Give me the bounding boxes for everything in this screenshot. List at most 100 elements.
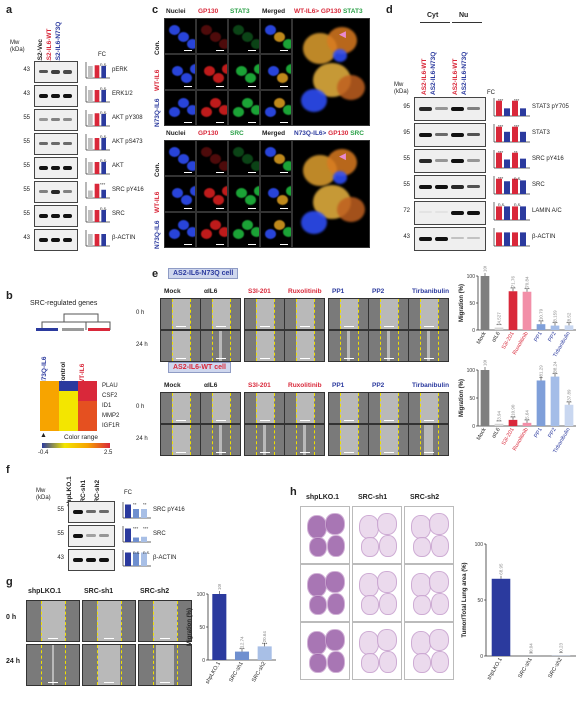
scale-bar: [280, 86, 288, 88]
fc-mini-chart: n.s.: [82, 84, 110, 106]
fc-stat: ***: [133, 526, 139, 531]
wound-edge-line: [380, 425, 381, 455]
heatmap-cell: [40, 381, 59, 391]
heatmap-cell: [40, 391, 59, 401]
fc-bar: [95, 234, 100, 246]
scratch-gap: [303, 425, 305, 455]
cell-blob: [213, 195, 224, 205]
y-axis-label: Migration (%): [459, 284, 465, 322]
scale-bar: [216, 358, 226, 360]
scale-bar: [248, 244, 256, 246]
heatmap-cell: [40, 421, 59, 431]
fc-stat: ***: [143, 526, 149, 531]
scale-bar: [160, 682, 170, 684]
cell-blob: [187, 161, 196, 171]
fc-mini-chart: ******: [490, 96, 530, 120]
blot-row-label: SRC pY416: [153, 507, 197, 514]
time-label: 24 h: [136, 436, 148, 443]
fc-mini-chart: n.s.n.s.: [119, 548, 151, 570]
stat-label: ***: [262, 641, 268, 646]
scale-bar: [216, 326, 226, 328]
fc-stat: n.s.: [133, 550, 140, 555]
lung-lobe: [377, 629, 397, 651]
fc-mini-chart: [82, 228, 110, 250]
scale-bar: [176, 326, 186, 328]
bar: [481, 370, 490, 426]
panel-c-header: Nuclei: [166, 130, 186, 137]
blot-band: [419, 107, 432, 111]
fc-stat: **: [514, 150, 518, 155]
value-label: 100: [483, 360, 488, 366]
wound-edge-line: [340, 331, 341, 361]
scale-bar: [248, 208, 256, 210]
blot-strip: [414, 123, 486, 147]
category-label: SRC-sh1: [517, 657, 533, 679]
scratch-gap: [256, 393, 274, 423]
blot-strip: [68, 501, 115, 523]
scratch-gap: [340, 425, 358, 455]
blot-band: [99, 534, 109, 537]
fc-bar: [88, 90, 93, 102]
treatment-label: S3I-201: [248, 288, 271, 295]
fc-bar: [512, 232, 518, 246]
fc-stat: **: [133, 502, 137, 507]
fc-mini-chart: [490, 226, 530, 250]
bar: [565, 325, 574, 330]
cell-blob: [233, 229, 244, 239]
heatmap-cell: [59, 401, 78, 411]
scratch-image: [368, 392, 409, 424]
lung-lobe: [379, 593, 397, 615]
panel-label-g: g: [6, 576, 13, 588]
lung-lobe: [429, 629, 449, 651]
scale-bar: [176, 420, 186, 422]
scale-bar: [424, 452, 434, 454]
fc-bar: [520, 232, 526, 246]
fc-bar: [520, 206, 526, 220]
panel-b-heatmap: [40, 381, 100, 431]
fc-stat: ***: [514, 98, 520, 103]
wound-edge-line: [438, 425, 439, 455]
panel-d-col-1: AS2-IL6-WT: [421, 59, 428, 95]
bar: [551, 326, 560, 330]
zoom-label-part: WT-IL6>: [294, 8, 319, 15]
zoom-label-part: GP130: [319, 8, 341, 15]
scratch-gap: [380, 299, 398, 329]
blot-row-label: STAT3 pY705: [532, 104, 576, 111]
y-tick-label: 0: [202, 658, 205, 664]
panel-b-triangle: ▲: [40, 432, 47, 439]
heatmap-gene-label: CSF2: [102, 393, 117, 400]
fc-bar: [101, 66, 106, 78]
panel-c-header: SRC: [230, 130, 244, 137]
wound-edge-line: [314, 425, 315, 455]
wound-edge-line: [190, 425, 191, 455]
lung-section-image: [300, 506, 350, 564]
fc-bar: [133, 538, 139, 543]
panel-d-group-cyt: Cyt: [427, 12, 438, 19]
scratch-image: [408, 392, 449, 424]
scratch-image: [284, 330, 325, 362]
y-axis-label: Migration (%): [459, 379, 465, 417]
blot-band: [467, 185, 480, 188]
scratch-gap: [296, 299, 314, 329]
wound-edge-line: [274, 393, 275, 423]
panel-d-cyt-line: [420, 22, 450, 23]
mw-marker: 55: [48, 507, 64, 513]
panel-c-header: Merged: [262, 8, 285, 15]
fc-mini-chart: ***: [82, 180, 110, 202]
blot-band: [99, 558, 109, 562]
fc-bar: [520, 108, 526, 116]
panel-c-header: STAT3: [230, 8, 250, 15]
cell-blob: [251, 39, 260, 49]
panel-label-f: f: [6, 464, 10, 476]
wound-edge-line: [172, 299, 173, 329]
blot-row-label: SRC: [153, 531, 197, 538]
blot-band: [73, 510, 83, 514]
stat-label: ***: [524, 287, 530, 292]
panel-h-col-header: SRC-sh2: [410, 494, 439, 501]
scale-bar: [216, 208, 224, 210]
fc-bar: [88, 234, 93, 246]
category-label: PP1: [533, 331, 543, 343]
blot-band: [63, 118, 72, 121]
